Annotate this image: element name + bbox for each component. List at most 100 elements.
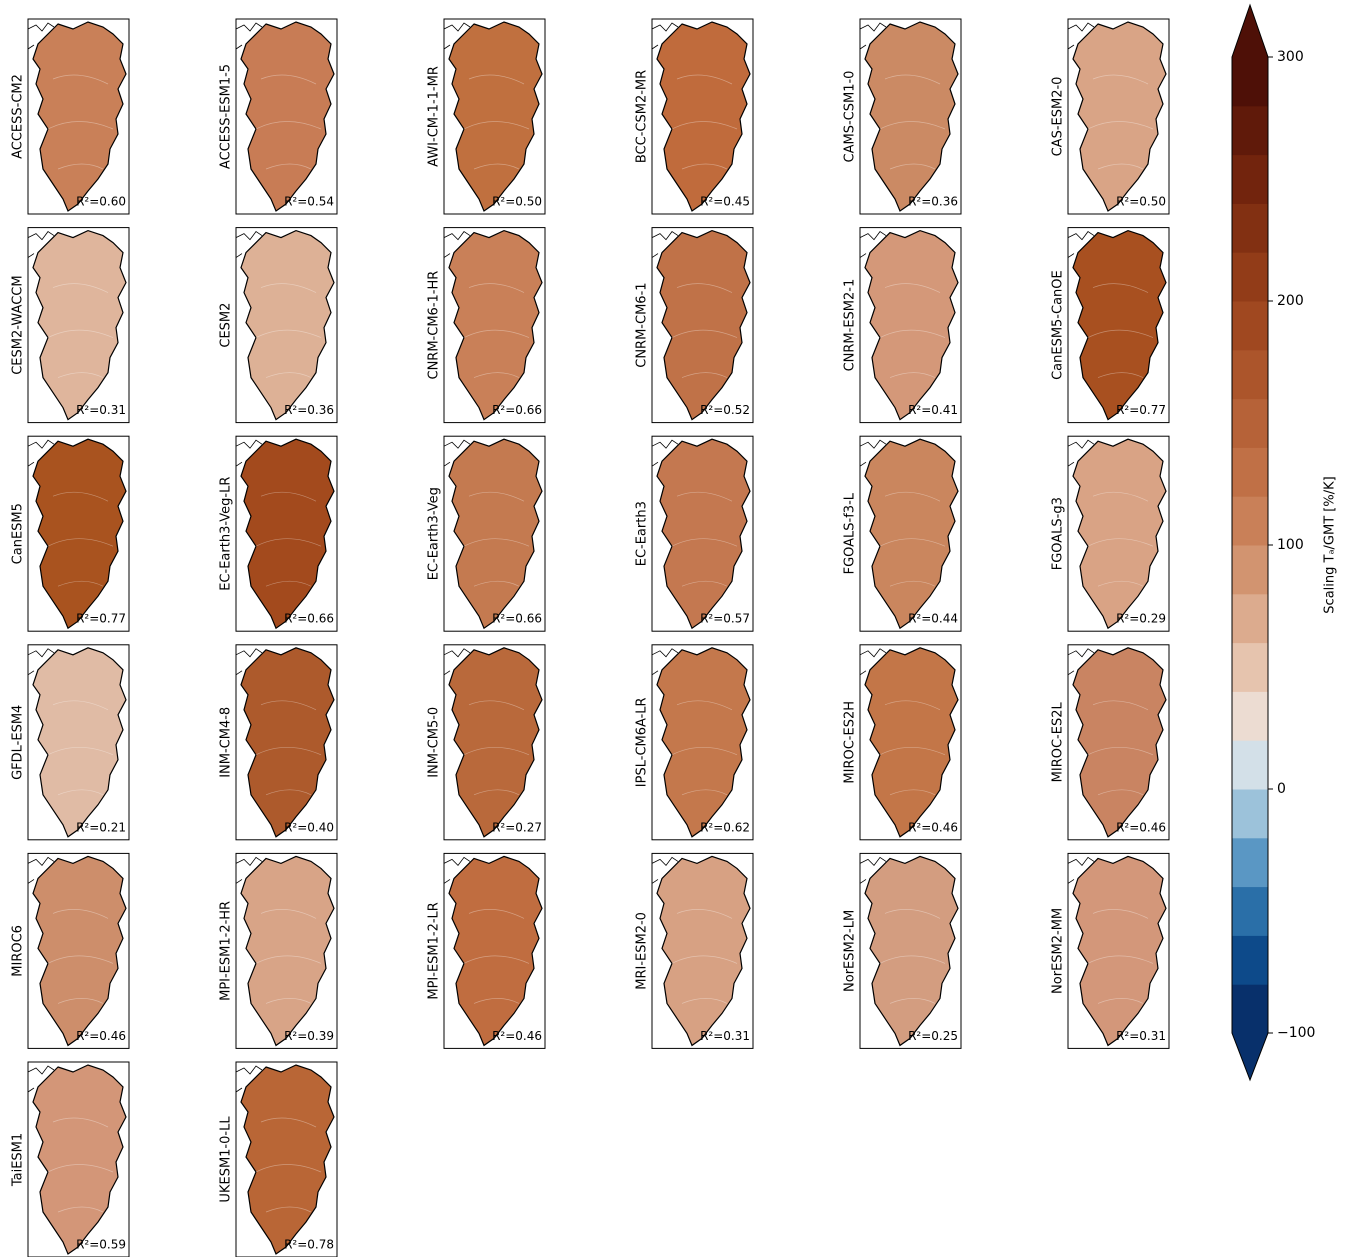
canada-coast xyxy=(1067,439,1095,467)
contour xyxy=(255,1117,322,1213)
contour xyxy=(671,700,738,796)
canada-coast xyxy=(1067,648,1095,676)
canada-coast xyxy=(859,856,887,884)
canada-coast xyxy=(651,439,679,467)
map-panel: R²=0.46 MPI-ESM1-2-LR xyxy=(427,852,546,1049)
colorbar-level xyxy=(1232,154,1268,204)
r2-label: R²=0.36 xyxy=(284,403,334,417)
model-name: MIROC-ES2L xyxy=(1051,702,1066,783)
colorbar-level xyxy=(1232,935,1268,985)
canada-coast xyxy=(235,231,263,258)
r2-label: R²=0.45 xyxy=(700,195,750,209)
greenland-field xyxy=(448,21,543,212)
r2-label: R²=0.77 xyxy=(76,612,126,626)
canada-coast xyxy=(859,231,887,258)
model-name: CNRM-CM6-1 xyxy=(635,282,650,367)
colorbar-level xyxy=(1232,886,1268,936)
contour xyxy=(1087,491,1154,587)
greenland-field xyxy=(864,229,959,421)
model-name: FGOALS-g3 xyxy=(1051,497,1066,570)
canada-coast xyxy=(859,439,887,467)
model-name: GFDL-ESM4 xyxy=(11,705,26,780)
model-name: ACCESS-ESM1-5 xyxy=(219,64,234,169)
greenland-field xyxy=(656,647,751,838)
r2-label: R²=0.46 xyxy=(76,1029,126,1043)
colorbar-tick-label: 300 xyxy=(1277,49,1304,65)
canada-coast xyxy=(27,648,55,676)
greenland-field xyxy=(656,438,751,630)
canada-coast xyxy=(235,439,263,467)
model-name: MRI-ESM2-0 xyxy=(635,912,650,990)
contour xyxy=(463,909,530,1004)
r2-label: R²=0.31 xyxy=(76,403,126,417)
colorbar-level xyxy=(1232,203,1268,253)
canada-coast xyxy=(443,856,471,884)
map-panel: R²=0.36 CESM2 xyxy=(219,227,338,424)
greenland-field xyxy=(864,855,959,1047)
canada-coast xyxy=(27,439,55,467)
greenland-field xyxy=(448,438,543,630)
colorbar-level xyxy=(1232,105,1268,156)
r2-label: R²=0.31 xyxy=(700,1029,750,1043)
canada-coast xyxy=(651,231,679,258)
model-name: MIROC-ES2H xyxy=(843,701,858,784)
canada-coast xyxy=(443,648,471,676)
r2-label: R²=0.59 xyxy=(76,1238,126,1252)
map-panel: R²=0.36 CAMS-CSM1-0 xyxy=(843,18,962,215)
map-panel: R²=0.66 CNRM-CM6-1-HR xyxy=(427,227,546,424)
canada-coast xyxy=(651,22,679,50)
canada-coast xyxy=(1067,22,1095,50)
colorbar-level xyxy=(1232,496,1268,546)
model-name: EC-Earth3-Veg xyxy=(427,487,442,580)
canada-coast xyxy=(235,856,263,884)
r2-label: R²=0.21 xyxy=(76,820,126,834)
r2-label: R²=0.36 xyxy=(908,195,958,209)
canada-coast xyxy=(859,648,887,676)
greenland-field xyxy=(32,647,127,838)
model-name: CNRM-ESM2-1 xyxy=(843,279,858,372)
model-name: EC-Earth3-Veg-LR xyxy=(219,477,234,591)
map-panel: R²=0.46 MIROC6 xyxy=(11,852,130,1049)
map-panel: R²=0.39 MPI-ESM1-2-HR xyxy=(219,852,338,1049)
model-name: CAMS-CSM1-0 xyxy=(843,71,858,163)
greenland-field xyxy=(656,855,751,1047)
contour xyxy=(879,909,946,1004)
model-name: INM-CM4-8 xyxy=(219,707,234,778)
model-name: UKESM1-0-LL xyxy=(219,1116,234,1203)
canada-coast xyxy=(27,231,55,258)
contour xyxy=(255,909,322,1004)
greenland-field xyxy=(240,438,335,630)
map-panel: R²=0.52 CNRM-CM6-1 xyxy=(635,227,754,424)
greenland-field xyxy=(656,21,751,212)
map-panel: R²=0.21 GFDL-ESM4 xyxy=(11,644,130,841)
contour xyxy=(879,283,946,378)
map-panel: R²=0.29 FGOALS-g3 xyxy=(1051,435,1170,632)
model-name: NorESM2-MM xyxy=(1051,908,1066,994)
canada-coast xyxy=(1067,231,1095,258)
map-panel: R²=0.60 ACCESS-CM2 xyxy=(11,18,130,215)
map-panel: R²=0.78 UKESM1-0-LL xyxy=(219,1061,338,1257)
contour xyxy=(47,283,114,378)
map-panel: R²=0.27 INM-CM5-0 xyxy=(427,644,546,841)
model-name: CESM2 xyxy=(219,303,234,348)
colorbar-tick-label: 100 xyxy=(1277,537,1304,553)
contour xyxy=(671,283,738,378)
model-name: CanESM5-CanOE xyxy=(1051,270,1066,380)
map-panel: R²=0.46 MIROC-ES2H xyxy=(843,644,962,841)
contour xyxy=(1087,909,1154,1004)
map-panel: R²=0.31 MRI-ESM2-0 xyxy=(635,852,754,1049)
map-panel: R²=0.77 CanESM5 xyxy=(11,435,130,632)
canada-coast xyxy=(859,22,887,50)
greenland-field xyxy=(864,21,959,212)
r2-label: R²=0.54 xyxy=(284,195,334,209)
model-name: CanESM5 xyxy=(11,503,26,564)
canada-coast xyxy=(651,856,679,884)
r2-label: R²=0.44 xyxy=(908,612,958,626)
canada-coast xyxy=(27,1065,55,1093)
contour xyxy=(671,491,738,587)
r2-label: R²=0.40 xyxy=(284,820,334,834)
contour xyxy=(463,283,530,378)
canada-coast xyxy=(27,22,55,50)
colorbar-level xyxy=(1232,447,1268,497)
